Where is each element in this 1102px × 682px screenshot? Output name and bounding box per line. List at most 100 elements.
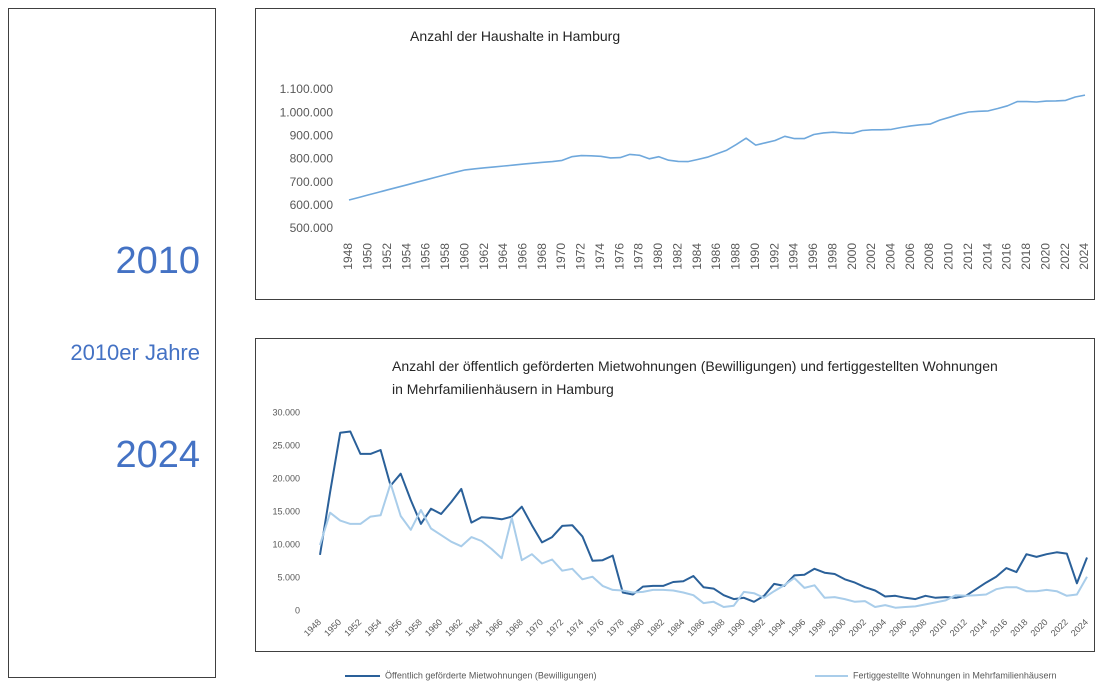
panel-label: 2010er Jahre <box>70 340 200 365</box>
y-tick-label: 1.000.000 <box>280 105 334 119</box>
x-tick-label: 1954 <box>362 617 383 638</box>
x-tick-label: 2010 <box>928 617 949 638</box>
x-tick-label: 1996 <box>806 243 820 270</box>
chart-frame <box>255 8 1095 300</box>
x-tick-label: 1972 <box>574 243 588 270</box>
legend-label: Fertiggestellte Wohnungen in Mehrfamilie… <box>853 670 1056 680</box>
y-tick-label: 5.000 <box>277 572 300 582</box>
y-tick-label: 0 <box>295 605 300 615</box>
x-tick-label: 1984 <box>690 243 704 270</box>
x-tick-label: 1950 <box>361 243 375 270</box>
x-tick-label: 1998 <box>825 243 839 270</box>
panel-year: 2024 <box>115 434 200 476</box>
x-tick-label: 1982 <box>645 617 666 638</box>
x-tick-label: 2020 <box>1028 617 1049 638</box>
x-tick-label: 1988 <box>729 243 743 270</box>
x-tick-label: 2024 <box>1069 617 1090 638</box>
x-tick-label: 1994 <box>787 243 801 270</box>
x-tick-label: 2006 <box>887 617 908 638</box>
x-tick-label: 2016 <box>1000 243 1014 270</box>
x-tick-label: 1994 <box>766 617 787 638</box>
y-tick-label: 10.000 <box>272 539 300 549</box>
x-tick-label: 1984 <box>665 617 686 638</box>
x-tick-label: 1966 <box>515 243 529 270</box>
y-tick-label: 600.000 <box>290 198 334 212</box>
x-tick-label: 2018 <box>1019 243 1033 270</box>
chart-title: Anzahl der Haushalte in Hamburg <box>410 28 621 44</box>
y-tick-label: 20.000 <box>272 473 300 483</box>
x-tick-label: 2014 <box>968 617 989 638</box>
x-tick-label: 1980 <box>651 243 665 270</box>
x-tick-label: 1956 <box>419 243 433 270</box>
x-tick-label: 1992 <box>746 617 767 638</box>
x-tick-label: 1966 <box>484 617 505 638</box>
x-tick-label: 1970 <box>554 243 568 270</box>
y-tick-label: 900.000 <box>290 129 334 143</box>
x-tick-label: 1960 <box>457 243 471 270</box>
data-line <box>348 94 1086 201</box>
x-tick-label: 1948 <box>302 617 323 638</box>
x-tick-label: 1970 <box>524 617 545 638</box>
y-tick-label: 700.000 <box>290 175 334 189</box>
x-tick-label: 1980 <box>625 617 646 638</box>
x-tick-label: 1978 <box>632 243 646 270</box>
x-tick-label: 1954 <box>399 243 413 270</box>
x-tick-label: 2008 <box>907 617 928 638</box>
panel-year: 2010 <box>115 240 200 282</box>
x-tick-label: 1952 <box>342 617 363 638</box>
y-tick-label: 30.000 <box>272 407 300 417</box>
x-tick-label: 2016 <box>988 617 1009 638</box>
x-tick-label: 2020 <box>1038 243 1052 270</box>
x-tick-label: 2012 <box>961 243 975 270</box>
x-tick-label: 1960 <box>423 617 444 638</box>
x-tick-label: 2000 <box>845 243 859 270</box>
x-tick-label: 1950 <box>322 617 343 638</box>
x-tick-label: 2000 <box>827 617 848 638</box>
x-tick-label: 1972 <box>544 617 565 638</box>
x-tick-label: 1948 <box>341 243 355 270</box>
x-tick-label: 1988 <box>706 617 727 638</box>
legend-label: Öffentlich geförderte Mietwohnungen (Bew… <box>385 670 596 680</box>
y-tick-label: 25.000 <box>272 440 300 450</box>
x-tick-label: 2004 <box>867 617 888 638</box>
x-tick-label: 1958 <box>403 617 424 638</box>
x-tick-label: 1952 <box>380 243 394 270</box>
x-tick-label: 1974 <box>593 243 607 270</box>
x-tick-label: 1976 <box>612 243 626 270</box>
side-panel <box>8 8 216 678</box>
x-tick-label: 1976 <box>584 617 605 638</box>
chart-title: Anzahl der öffentlich geförderten Mietwo… <box>392 358 998 397</box>
x-tick-label: 2022 <box>1049 617 1070 638</box>
x-tick-label: 1962 <box>443 617 464 638</box>
x-tick-label: 1990 <box>726 617 747 638</box>
x-tick-label: 2006 <box>903 243 917 270</box>
x-tick-label: 1986 <box>685 617 706 638</box>
x-tick-label: 1962 <box>477 243 491 270</box>
y-tick-label: 1.100.000 <box>280 82 334 96</box>
x-tick-label: 2018 <box>1008 617 1029 638</box>
x-tick-label: 2010 <box>942 243 956 270</box>
x-tick-label: 2022 <box>1058 243 1072 270</box>
y-tick-label: 500.000 <box>290 221 334 235</box>
x-tick-label: 1974 <box>564 617 585 638</box>
x-tick-label: 1964 <box>463 617 484 638</box>
chart-frame <box>255 338 1095 652</box>
data-line <box>319 482 1088 609</box>
x-tick-label: 1982 <box>670 243 684 270</box>
x-tick-label: 1968 <box>504 617 525 638</box>
x-tick-label: 2004 <box>883 243 897 270</box>
x-tick-label: 2002 <box>864 243 878 270</box>
x-tick-label: 1996 <box>786 617 807 638</box>
x-tick-label: 1990 <box>748 243 762 270</box>
x-tick-label: 2014 <box>980 243 994 270</box>
x-tick-label: 1958 <box>438 243 452 270</box>
x-tick-label: 1992 <box>767 243 781 270</box>
x-tick-label: 1978 <box>605 617 626 638</box>
x-tick-label: 1998 <box>806 617 827 638</box>
data-line <box>319 430 1088 603</box>
x-tick-label: 2002 <box>847 617 868 638</box>
x-tick-label: 1968 <box>535 243 549 270</box>
y-tick-label: 15.000 <box>272 506 300 516</box>
